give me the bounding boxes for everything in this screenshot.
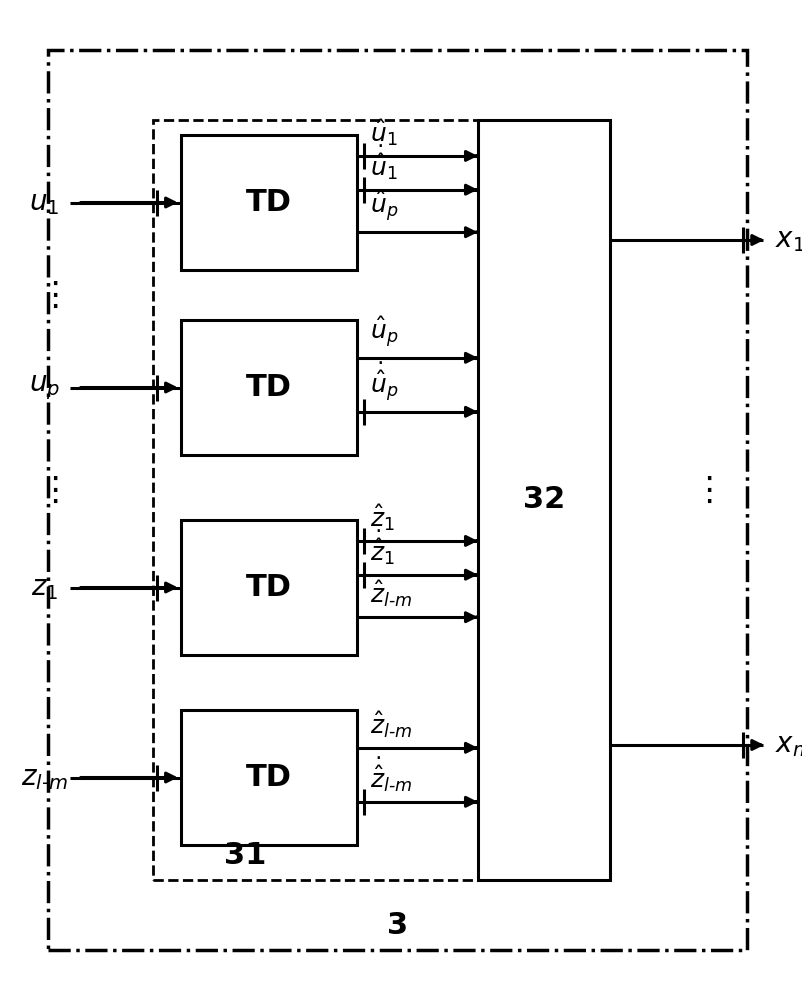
Bar	[180, 320, 357, 455]
Text: $\vdots$: $\vdots$	[38, 474, 59, 506]
Text: TD: TD	[245, 763, 292, 792]
Text: $\dot{\hat{u}}_1$: $\dot{\hat{u}}_1$	[370, 143, 397, 182]
Text: $\dot{\hat{z}}_1$: $\dot{\hat{z}}_1$	[370, 528, 395, 567]
Text: $\dot{\hat{u}}_p$: $\dot{\hat{u}}_p$	[370, 361, 398, 404]
Bar	[48, 50, 746, 950]
Text: $\boldsymbol{u_1}$: $\boldsymbol{u_1}$	[29, 188, 59, 217]
Text: 3: 3	[387, 910, 407, 940]
Text: $\vdots$: $\vdots$	[38, 278, 59, 312]
Text: $\hat{u}_1$: $\hat{u}_1$	[370, 117, 397, 148]
Text: $\hat{u}_p$: $\hat{u}_p$	[370, 189, 398, 224]
Text: TD: TD	[245, 573, 292, 602]
Bar	[152, 120, 489, 880]
Text: 31: 31	[224, 840, 265, 869]
Text: $\boldsymbol{z_1}$: $\boldsymbol{z_1}$	[30, 574, 58, 601]
Text: $\hat{z}_{l\text{-}m}$: $\hat{z}_{l\text{-}m}$	[370, 578, 412, 609]
Text: $\boldsymbol{x_m}$: $\boldsymbol{x_m}$	[774, 731, 802, 759]
Text: TD: TD	[245, 188, 292, 217]
Bar	[477, 120, 610, 880]
Bar	[180, 710, 357, 845]
Text: TD: TD	[245, 373, 292, 402]
Bar	[180, 520, 357, 655]
Text: 32: 32	[522, 486, 565, 514]
Bar	[180, 135, 357, 270]
Text: $\boldsymbol{z_{l\text{-}m}}$: $\boldsymbol{z_{l\text{-}m}}$	[21, 764, 67, 792]
Text: $\hat{z}_{l\text{-}m}$: $\hat{z}_{l\text{-}m}$	[370, 709, 412, 740]
Text: $\boldsymbol{u_p}$: $\boldsymbol{u_p}$	[29, 373, 59, 402]
Text: $\hat{z}_1$: $\hat{z}_1$	[370, 502, 395, 533]
Text: $\vdots$: $\vdots$	[691, 474, 712, 506]
Text: $\hat{u}_p$: $\hat{u}_p$	[370, 314, 398, 350]
Text: $\dot{\hat{z}}_{l\text{-}m}$: $\dot{\hat{z}}_{l\text{-}m}$	[370, 755, 412, 794]
Text: $\boldsymbol{x_1}$: $\boldsymbol{x_1}$	[774, 226, 802, 254]
